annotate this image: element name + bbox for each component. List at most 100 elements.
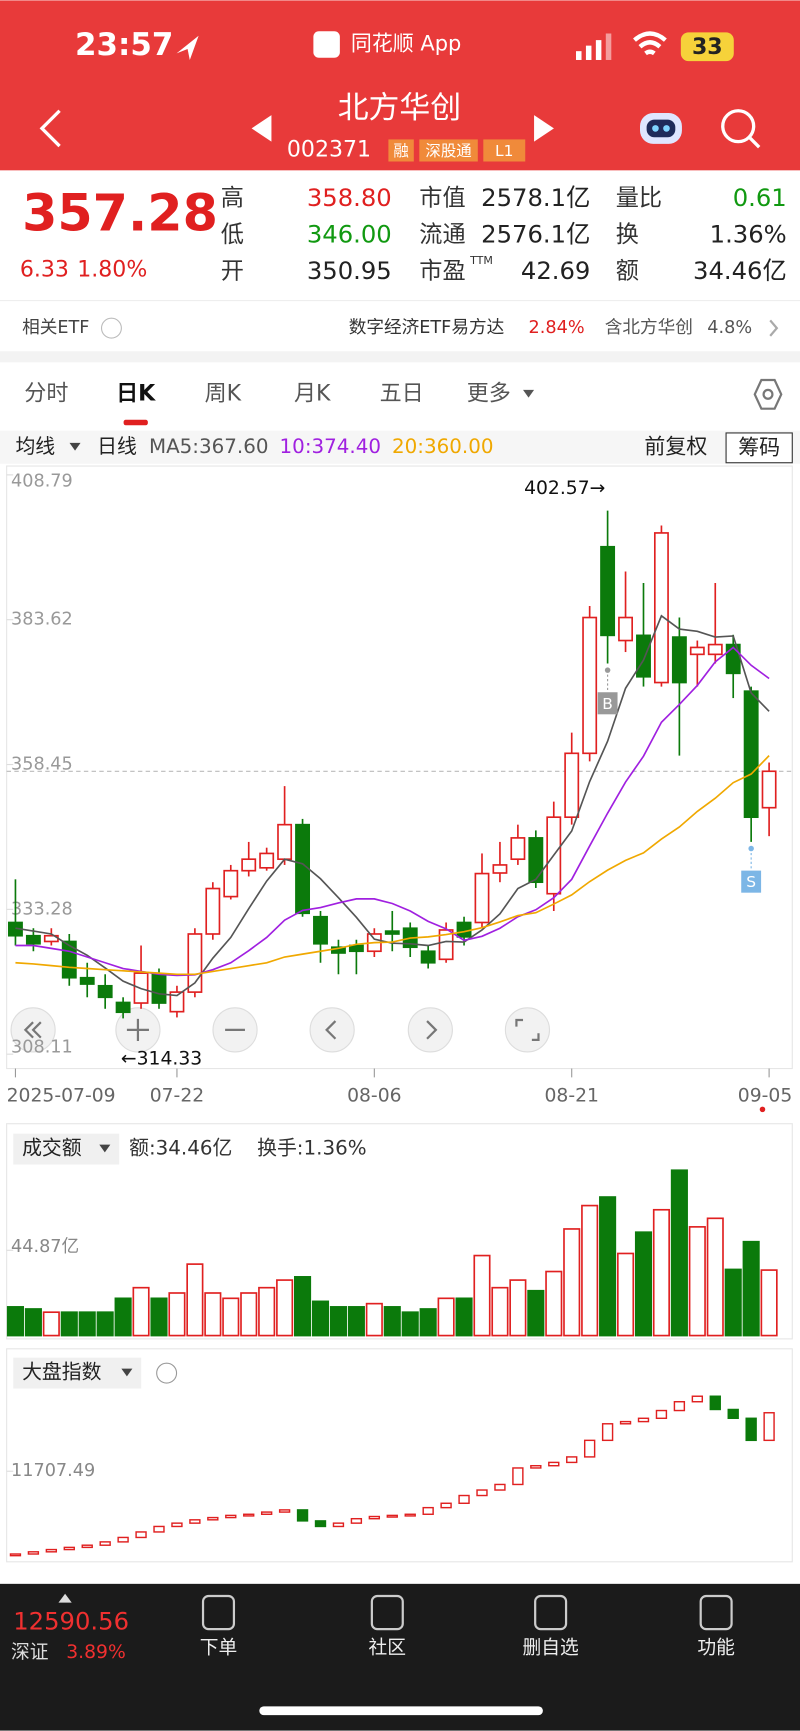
index-candle	[27, 1551, 40, 1555]
candle-body	[313, 915, 328, 945]
field-label: 量比	[616, 185, 662, 212]
index-candle	[171, 1522, 183, 1528]
index-candle	[45, 1548, 58, 1553]
field-value: 2578.1亿	[481, 183, 590, 212]
candle-body	[707, 643, 723, 656]
last-price: 357.28	[22, 184, 218, 243]
x-tick-label: 08-06	[347, 1086, 401, 1107]
volume-bar	[473, 1254, 491, 1337]
back-button[interactable]	[39, 109, 61, 148]
adjust[interactable]: 前复权	[644, 434, 707, 458]
volume-bar	[652, 1208, 670, 1337]
index-menu-bg[interactable]	[13, 1357, 142, 1389]
field-value: 346.00	[307, 219, 392, 248]
tab[interactable]: 月K	[294, 381, 331, 406]
trade-dot	[748, 845, 754, 852]
field-label: 额	[616, 257, 639, 284]
index-candle	[583, 1439, 596, 1458]
volume-bar	[60, 1311, 78, 1337]
x-tick-label: 2025-07-09	[7, 1086, 116, 1107]
index-candle	[117, 1536, 129, 1543]
x-tick-label: 08-21	[544, 1086, 598, 1107]
index-candle	[296, 1509, 309, 1522]
settings-icon[interactable]	[753, 378, 783, 410]
volume-bar	[419, 1308, 437, 1337]
index-candle	[314, 1520, 327, 1528]
ma-caret	[69, 442, 81, 451]
index-candle	[278, 1509, 291, 1513]
index-candle	[63, 1546, 75, 1551]
candle-body	[492, 864, 508, 874]
tab[interactable]: 分时	[24, 381, 68, 406]
index-up-icon	[58, 1593, 72, 1603]
trade-dot	[604, 667, 611, 673]
ma-label: 10:374.40	[280, 435, 381, 458]
more-caret	[523, 389, 535, 398]
trade-box	[741, 870, 762, 893]
volume-turnover: 换手:1.36%	[257, 1137, 367, 1160]
candle-body	[348, 944, 364, 953]
index-tick-label: 11707.49	[11, 1461, 95, 1481]
volume-bar	[724, 1268, 742, 1337]
index-candle	[709, 1395, 721, 1411]
volume-menu-bg[interactable]	[13, 1133, 120, 1165]
volume-bar	[6, 1306, 24, 1337]
volume-bar	[545, 1270, 563, 1337]
volume-bar	[114, 1297, 132, 1337]
volume-bar	[760, 1269, 778, 1337]
candle-body	[79, 976, 95, 985]
candle-body	[653, 532, 669, 684]
help-icon[interactable]	[100, 317, 122, 339]
field-value: 1.36%	[710, 219, 787, 248]
volume-bar	[347, 1306, 365, 1337]
index-candle	[350, 1517, 363, 1524]
candle-body	[582, 616, 598, 755]
next-stock[interactable]	[534, 115, 554, 142]
ma-menu[interactable]: 均线	[15, 435, 55, 458]
ma-label: MA5:367.60	[149, 435, 269, 458]
volume-bar	[437, 1297, 455, 1337]
gap	[0, 351, 800, 363]
prev-stock[interactable]	[251, 115, 272, 142]
search-icon[interactable]	[721, 109, 761, 149]
robot-icon[interactable]	[640, 112, 682, 144]
etf-hold-label: 含北方华创	[605, 317, 693, 338]
etf-arrow[interactable]	[769, 319, 779, 337]
field-value: 0.61	[733, 183, 787, 212]
candle-body	[474, 872, 490, 924]
field-label: 流通	[419, 221, 465, 248]
index-candle	[494, 1483, 506, 1491]
app-icon	[313, 31, 340, 58]
index-candle	[691, 1395, 704, 1403]
candle-body	[115, 1001, 131, 1014]
chips-button[interactable]	[725, 432, 793, 464]
tab[interactable]: 五日	[380, 381, 424, 406]
bottom-index-value: 12590.56	[13, 1606, 129, 1635]
today-dot	[759, 1106, 766, 1113]
price-change: 6.33	[20, 258, 69, 283]
tab[interactable]: 周K	[205, 381, 242, 406]
tab-underline	[123, 419, 148, 426]
tab[interactable]: 更多	[467, 381, 511, 406]
candle-body	[205, 887, 221, 935]
index-candle	[422, 1506, 434, 1515]
y-tick-label: 408.79	[11, 472, 73, 492]
nav-label[interactable]: 删自选	[522, 1636, 578, 1658]
volume-bar	[96, 1311, 114, 1337]
nav-label[interactable]: 社区	[369, 1636, 407, 1658]
candle-body	[241, 858, 257, 872]
candle-body	[25, 934, 41, 945]
tab[interactable]: 日K	[116, 381, 156, 406]
battery-level: 33	[692, 35, 723, 60]
index-help[interactable]	[156, 1362, 178, 1384]
index-candle	[548, 1461, 560, 1467]
index-candle	[673, 1401, 686, 1412]
index-candle	[763, 1412, 775, 1442]
nav-label[interactable]: 功能	[697, 1636, 735, 1658]
volume-amount: 额:34.46亿	[129, 1137, 232, 1160]
volume-bar	[616, 1252, 635, 1337]
etf-label: 相关ETF	[22, 317, 89, 338]
volume-bar	[132, 1286, 150, 1337]
nav-label[interactable]: 下单	[200, 1636, 238, 1658]
